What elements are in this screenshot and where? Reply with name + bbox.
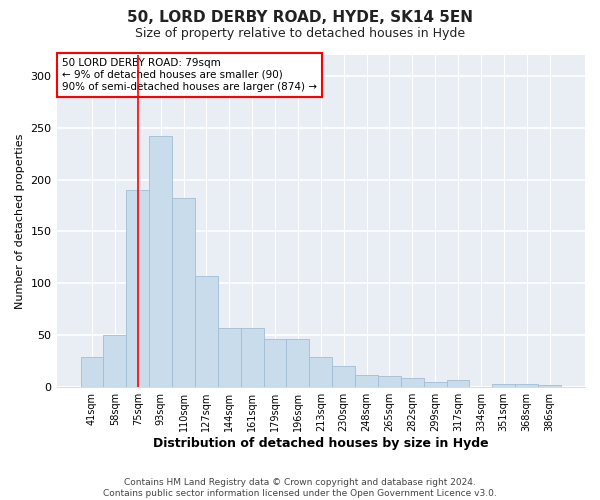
Bar xyxy=(355,375,378,387)
Bar xyxy=(149,136,172,387)
Y-axis label: Number of detached properties: Number of detached properties xyxy=(15,134,25,309)
X-axis label: Distribution of detached houses by size in Hyde: Distribution of detached houses by size … xyxy=(153,437,488,450)
Bar xyxy=(218,328,241,387)
Bar xyxy=(515,384,538,387)
Bar xyxy=(195,276,218,387)
Bar xyxy=(493,384,515,387)
Bar xyxy=(310,357,332,387)
Bar xyxy=(172,198,195,387)
Bar xyxy=(446,380,469,387)
Bar xyxy=(424,382,446,387)
Bar xyxy=(241,328,263,387)
Bar xyxy=(286,340,310,387)
Bar xyxy=(80,357,103,387)
Text: 50 LORD DERBY ROAD: 79sqm
← 9% of detached houses are smaller (90)
90% of semi-d: 50 LORD DERBY ROAD: 79sqm ← 9% of detach… xyxy=(62,58,317,92)
Text: Size of property relative to detached houses in Hyde: Size of property relative to detached ho… xyxy=(135,28,465,40)
Bar xyxy=(263,340,286,387)
Bar xyxy=(378,376,401,387)
Bar xyxy=(401,378,424,387)
Text: 50, LORD DERBY ROAD, HYDE, SK14 5EN: 50, LORD DERBY ROAD, HYDE, SK14 5EN xyxy=(127,10,473,25)
Text: Contains HM Land Registry data © Crown copyright and database right 2024.
Contai: Contains HM Land Registry data © Crown c… xyxy=(103,478,497,498)
Bar xyxy=(127,190,149,387)
Bar xyxy=(332,366,355,387)
Bar xyxy=(538,385,561,387)
Bar xyxy=(103,336,127,387)
